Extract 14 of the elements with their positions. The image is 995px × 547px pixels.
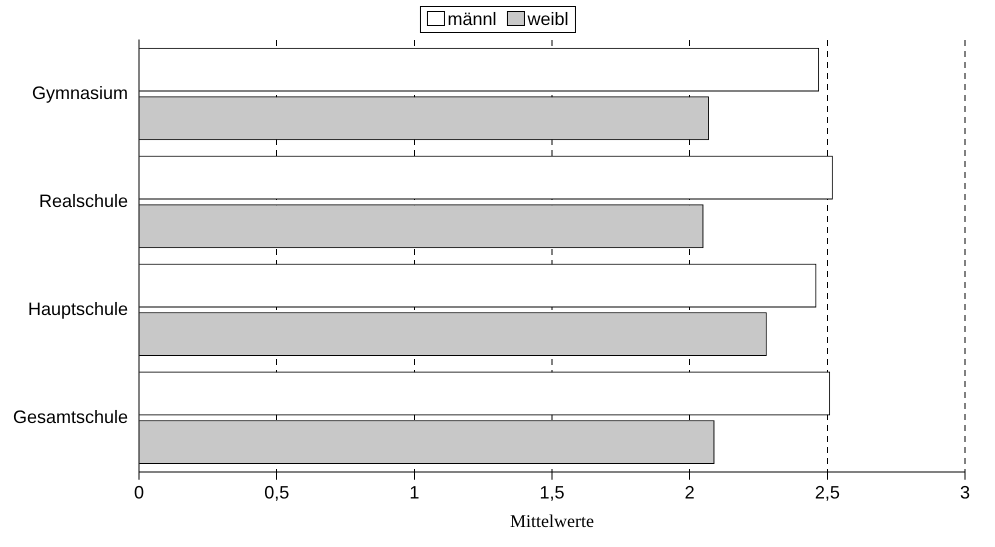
y-tick-label: Gesamtschule — [12, 406, 128, 427]
legend-label: weibl — [528, 9, 569, 29]
y-tick-label: Hauptschule — [28, 298, 128, 319]
series-label: männl — [447, 9, 496, 29]
y-tick-label: Gymnasium — [32, 82, 128, 103]
x-tick-label: 1,5 — [540, 482, 565, 503]
x-tick-label: 0 — [134, 482, 144, 503]
x-tick-label: 2 — [684, 482, 695, 503]
x-tick-label: 0,5 — [264, 482, 290, 503]
x-tick-label: 1 — [409, 482, 420, 503]
y-tick-label: Realschule — [38, 190, 128, 211]
x-tick-label: 3 — [960, 482, 970, 503]
x-tick-label: 2,5 — [814, 482, 840, 503]
x-axis-title: Mittelwerte — [510, 510, 594, 531]
